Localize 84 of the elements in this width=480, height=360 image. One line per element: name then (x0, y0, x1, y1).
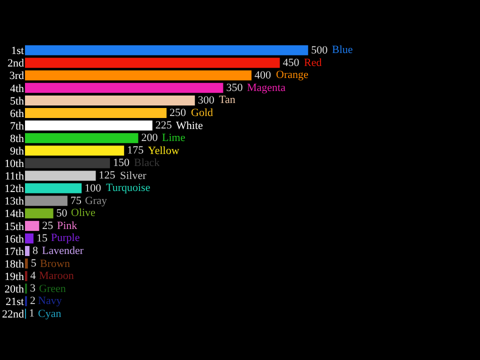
bar (25, 82, 224, 93)
bar (25, 208, 54, 218)
bar (25, 120, 152, 131)
annotation: Silver (120, 170, 147, 182)
data-label: 100 (84, 182, 102, 194)
bar (25, 170, 96, 181)
data-label: 2 (30, 295, 36, 308)
y-tick-label: 12th (4, 183, 24, 196)
y-tick-label: 14th (4, 208, 24, 220)
data-label: 150 (112, 157, 130, 170)
data-label: 500 (311, 44, 328, 56)
data-label: 350 (226, 82, 244, 94)
data-label: 8 (32, 245, 39, 257)
data-label: 300 (198, 94, 215, 106)
bar (25, 70, 252, 80)
y-tick-label: 18th (4, 258, 24, 270)
y-tick-label: 22nd (2, 308, 24, 321)
bar (25, 108, 167, 118)
y-tick-label: 7th (10, 120, 24, 132)
y-tick-label: 17th (4, 246, 24, 258)
data-label: 250 (170, 107, 187, 119)
annotation: Magenta (247, 82, 286, 94)
annotation: Turquoise (106, 182, 150, 194)
data-label: 125 (98, 170, 116, 182)
bar (25, 133, 138, 144)
annotation: Gray (85, 195, 108, 207)
y-tick-label: 8th (10, 132, 24, 145)
y-tick-label: 16th (4, 233, 24, 246)
bar (25, 220, 40, 231)
annotation: White (176, 120, 203, 132)
data-label: 3 (30, 282, 36, 295)
data-label: 225 (155, 120, 172, 132)
annotation: Olive (71, 207, 96, 219)
annotation: Lime (162, 132, 186, 144)
y-tick-label: 2nd (8, 58, 24, 70)
y-tick-label: 4th (10, 82, 24, 95)
y-tick-label: 3rd (9, 70, 24, 82)
y-tick-label: 11th (4, 170, 24, 183)
data-label: 15 (36, 232, 48, 244)
data-label: 175 (127, 144, 144, 157)
y-tick-label: 10th (4, 158, 24, 170)
bar (25, 246, 30, 256)
annotation: Purple (51, 232, 80, 244)
data-label: 50 (56, 207, 68, 220)
data-label: 1 (29, 308, 34, 320)
bar (25, 146, 124, 156)
y-tick-label: 9th (10, 145, 24, 158)
data-label: 5 (30, 258, 37, 270)
data-label: 4 (30, 270, 36, 282)
annotation: Pink (57, 220, 78, 232)
y-tick-label: 1st (11, 45, 24, 58)
bar (25, 258, 28, 269)
annotation: Orange (276, 69, 308, 81)
bar (25, 45, 308, 56)
annotation: Brown (40, 258, 70, 270)
bar (25, 233, 34, 244)
y-tick-label: 13th (4, 196, 24, 208)
y-tick-label: 21st (6, 296, 24, 308)
data-label: 75 (70, 194, 82, 207)
y-tick-label: 19th (4, 270, 24, 283)
y-tick-label: 20th (4, 283, 24, 296)
bar (25, 183, 82, 194)
y-tick-label: 5th (10, 95, 24, 108)
data-label: 450 (282, 56, 300, 69)
annotation: Maroon (39, 270, 74, 282)
data-label: 400 (254, 69, 272, 82)
data-label: 200 (141, 132, 158, 144)
y-tick-label: 15th (4, 220, 24, 233)
annotation: Yellow (148, 145, 180, 157)
annotation: Lavender (42, 245, 84, 257)
annotation: Black (134, 157, 160, 169)
annotation: Cyan (38, 308, 62, 320)
data-label: 25 (42, 220, 54, 232)
bar (25, 58, 280, 68)
bar (25, 95, 195, 106)
bar (25, 196, 68, 206)
annotation: Tan (219, 94, 236, 106)
y-tick-label: 6th (10, 108, 24, 120)
annotation: Green (39, 283, 66, 295)
annotation: Blue (332, 44, 353, 56)
annotation: Red (304, 57, 322, 69)
bar (25, 158, 110, 168)
annotation: Gold (191, 107, 214, 119)
annotation: Navy (38, 295, 62, 307)
